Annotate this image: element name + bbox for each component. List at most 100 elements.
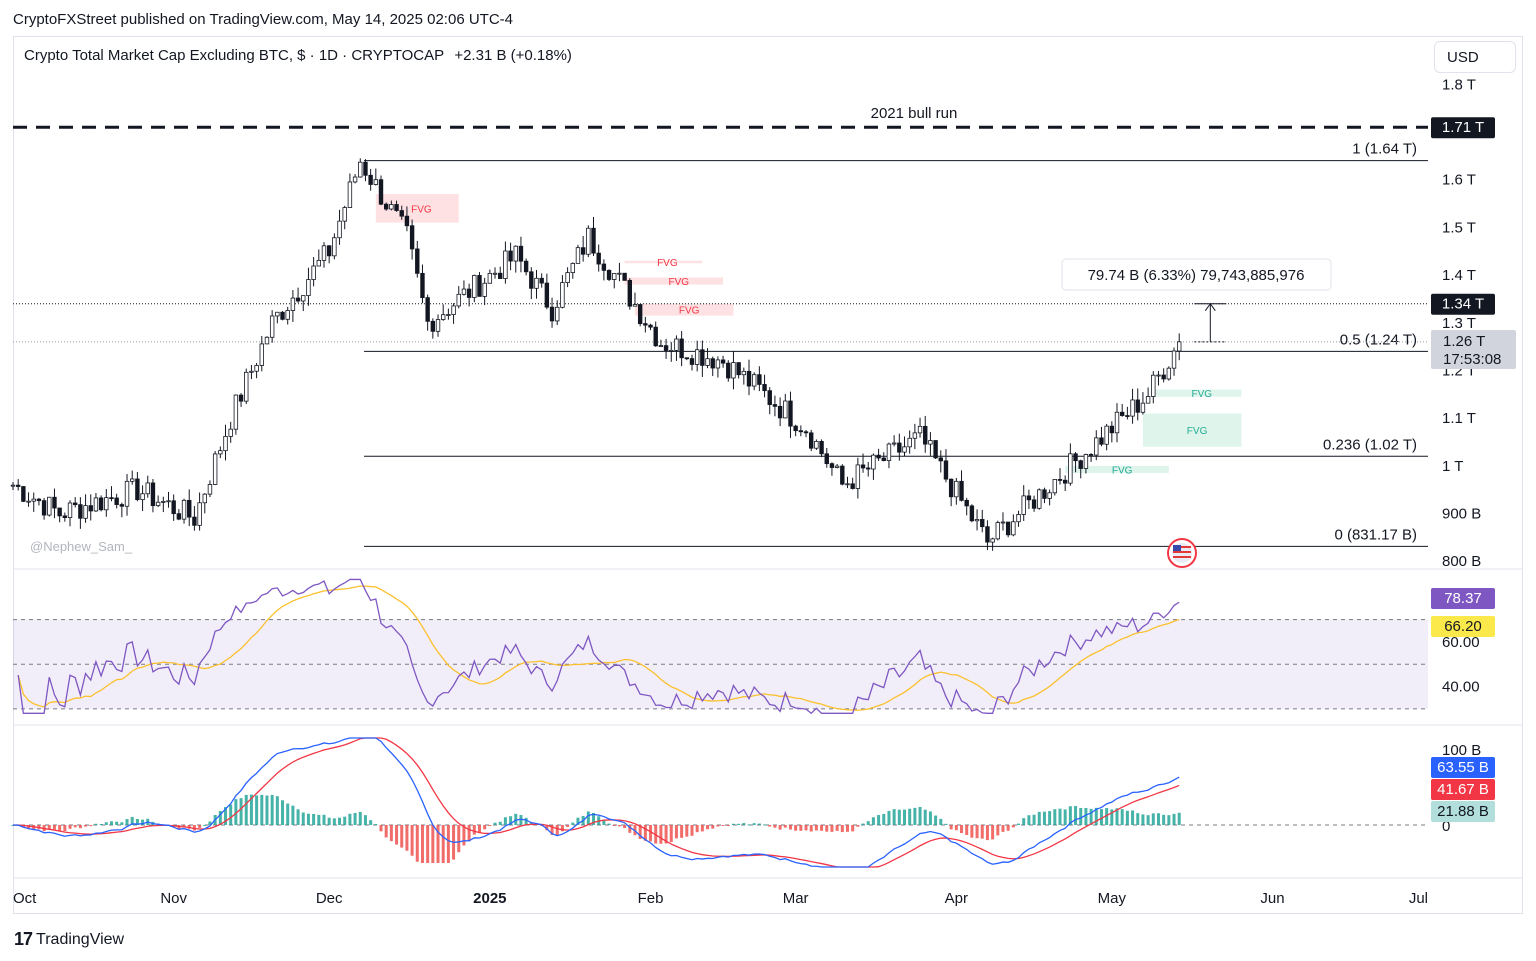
candle (26, 492, 31, 507)
macd-histogram-bar (763, 824, 767, 826)
macd-histogram-bar (348, 813, 352, 825)
candle-body (891, 442, 897, 445)
macd-histogram-bar (1006, 825, 1010, 831)
candle-body (264, 336, 270, 345)
symbol-title[interactable]: Crypto Total Market Cap Excluding BTC, $… (24, 47, 578, 64)
candle (586, 225, 591, 258)
candle-body (694, 349, 700, 365)
macd-histogram-bar (1156, 813, 1160, 825)
macd-histogram-bar (809, 825, 813, 832)
candle-body (757, 374, 762, 385)
macd-histogram-bar (700, 825, 704, 832)
candle-body (824, 453, 829, 465)
candle-body (1161, 374, 1166, 380)
candle (637, 304, 643, 327)
candle-body (98, 497, 104, 511)
candle-body (275, 311, 280, 317)
candle-body (1005, 521, 1011, 536)
candle (948, 478, 954, 507)
candle-body (415, 248, 420, 274)
candle (197, 492, 202, 531)
candle (959, 470, 964, 502)
candle-body (523, 260, 529, 273)
countdown-text: 17:53:08 (1443, 351, 1501, 368)
candle (871, 453, 876, 480)
macd-histogram-bar (814, 825, 818, 831)
fib-label: 0.5 (1.24 T) (1340, 331, 1417, 348)
candle-body (549, 306, 555, 322)
macd-histogram-bar (643, 825, 647, 841)
candle-body (845, 483, 850, 486)
candle (891, 435, 897, 447)
macd-histogram-bar (882, 813, 886, 825)
rsi-value-badge: 78.37 (1431, 588, 1495, 609)
macd-histogram-bar (1017, 823, 1021, 825)
macd-histogram-bar (664, 825, 668, 844)
candle-body (855, 464, 861, 489)
macd-histogram-bar (840, 825, 844, 833)
candle-body (705, 358, 710, 366)
candle-body (477, 275, 482, 297)
candle (710, 356, 715, 377)
candle (715, 356, 721, 378)
price-tick: 1.3 T (1442, 315, 1476, 332)
candle (814, 439, 819, 450)
candle (860, 453, 866, 473)
candle (1125, 406, 1130, 420)
macd-histogram-bar (1053, 809, 1057, 825)
candle-body (943, 460, 949, 480)
candle (917, 417, 923, 438)
candle-body (1171, 350, 1177, 369)
macd-histogram-bar (135, 818, 139, 825)
candle-body (394, 204, 399, 211)
candle-body (819, 441, 824, 455)
time-tick: Jun (1260, 890, 1284, 907)
candle-body (228, 428, 233, 437)
rsi-line (17, 578, 1180, 715)
candle (912, 423, 918, 450)
candle (1130, 388, 1135, 424)
candle (1005, 521, 1011, 538)
candle-body (954, 480, 959, 498)
candle-body (596, 252, 601, 265)
candle-body (601, 263, 607, 271)
candle (549, 297, 555, 328)
candle-body (249, 370, 254, 373)
macd-histogram-bar (768, 825, 772, 827)
macd-histogram-bar (58, 825, 62, 831)
candle (508, 242, 513, 271)
symbol-change: +2.31 B (+0.18%) (454, 47, 572, 64)
rsi-value-badge-bg (1431, 588, 1495, 609)
time-axis: Oct Nov Dec 2025 Feb Mar Apr May Jun Jul (13, 890, 1428, 907)
candle (492, 267, 498, 279)
rsi-ma-badge: 66.20 (1431, 616, 1495, 637)
candle (238, 393, 244, 407)
measure-text: 79.74 B (6.33%) 79,743,885,976 (1088, 267, 1305, 284)
candle (964, 497, 969, 516)
candle-body (777, 405, 783, 419)
macd-histogram-bar (436, 825, 440, 863)
macd-histogram-bar (1032, 814, 1036, 825)
macd-histogram-bar (638, 825, 642, 839)
candle (228, 421, 233, 443)
macd-histogram-bar (913, 807, 917, 825)
candle-body (104, 497, 109, 511)
currency-button[interactable]: USD (1434, 41, 1516, 73)
price-tick: 800 B (1442, 553, 1481, 570)
candle-body (1114, 411, 1120, 434)
tradingview-logo[interactable]: 17 TradingView (14, 929, 124, 950)
candle (809, 429, 814, 452)
candle-body (114, 497, 119, 505)
candle-body (1037, 489, 1042, 509)
candle (130, 470, 135, 485)
candle (995, 520, 1000, 541)
us-flag-event-icon[interactable] (1167, 538, 1197, 568)
candle-body (969, 505, 975, 522)
macd-histogram-bar (529, 822, 533, 825)
candle (425, 294, 430, 331)
candle-body (1011, 521, 1016, 536)
rsi-pane: 60.00 40.00 (13, 578, 1480, 715)
candle-body (223, 435, 228, 452)
fvg-label: FVG (668, 277, 689, 288)
